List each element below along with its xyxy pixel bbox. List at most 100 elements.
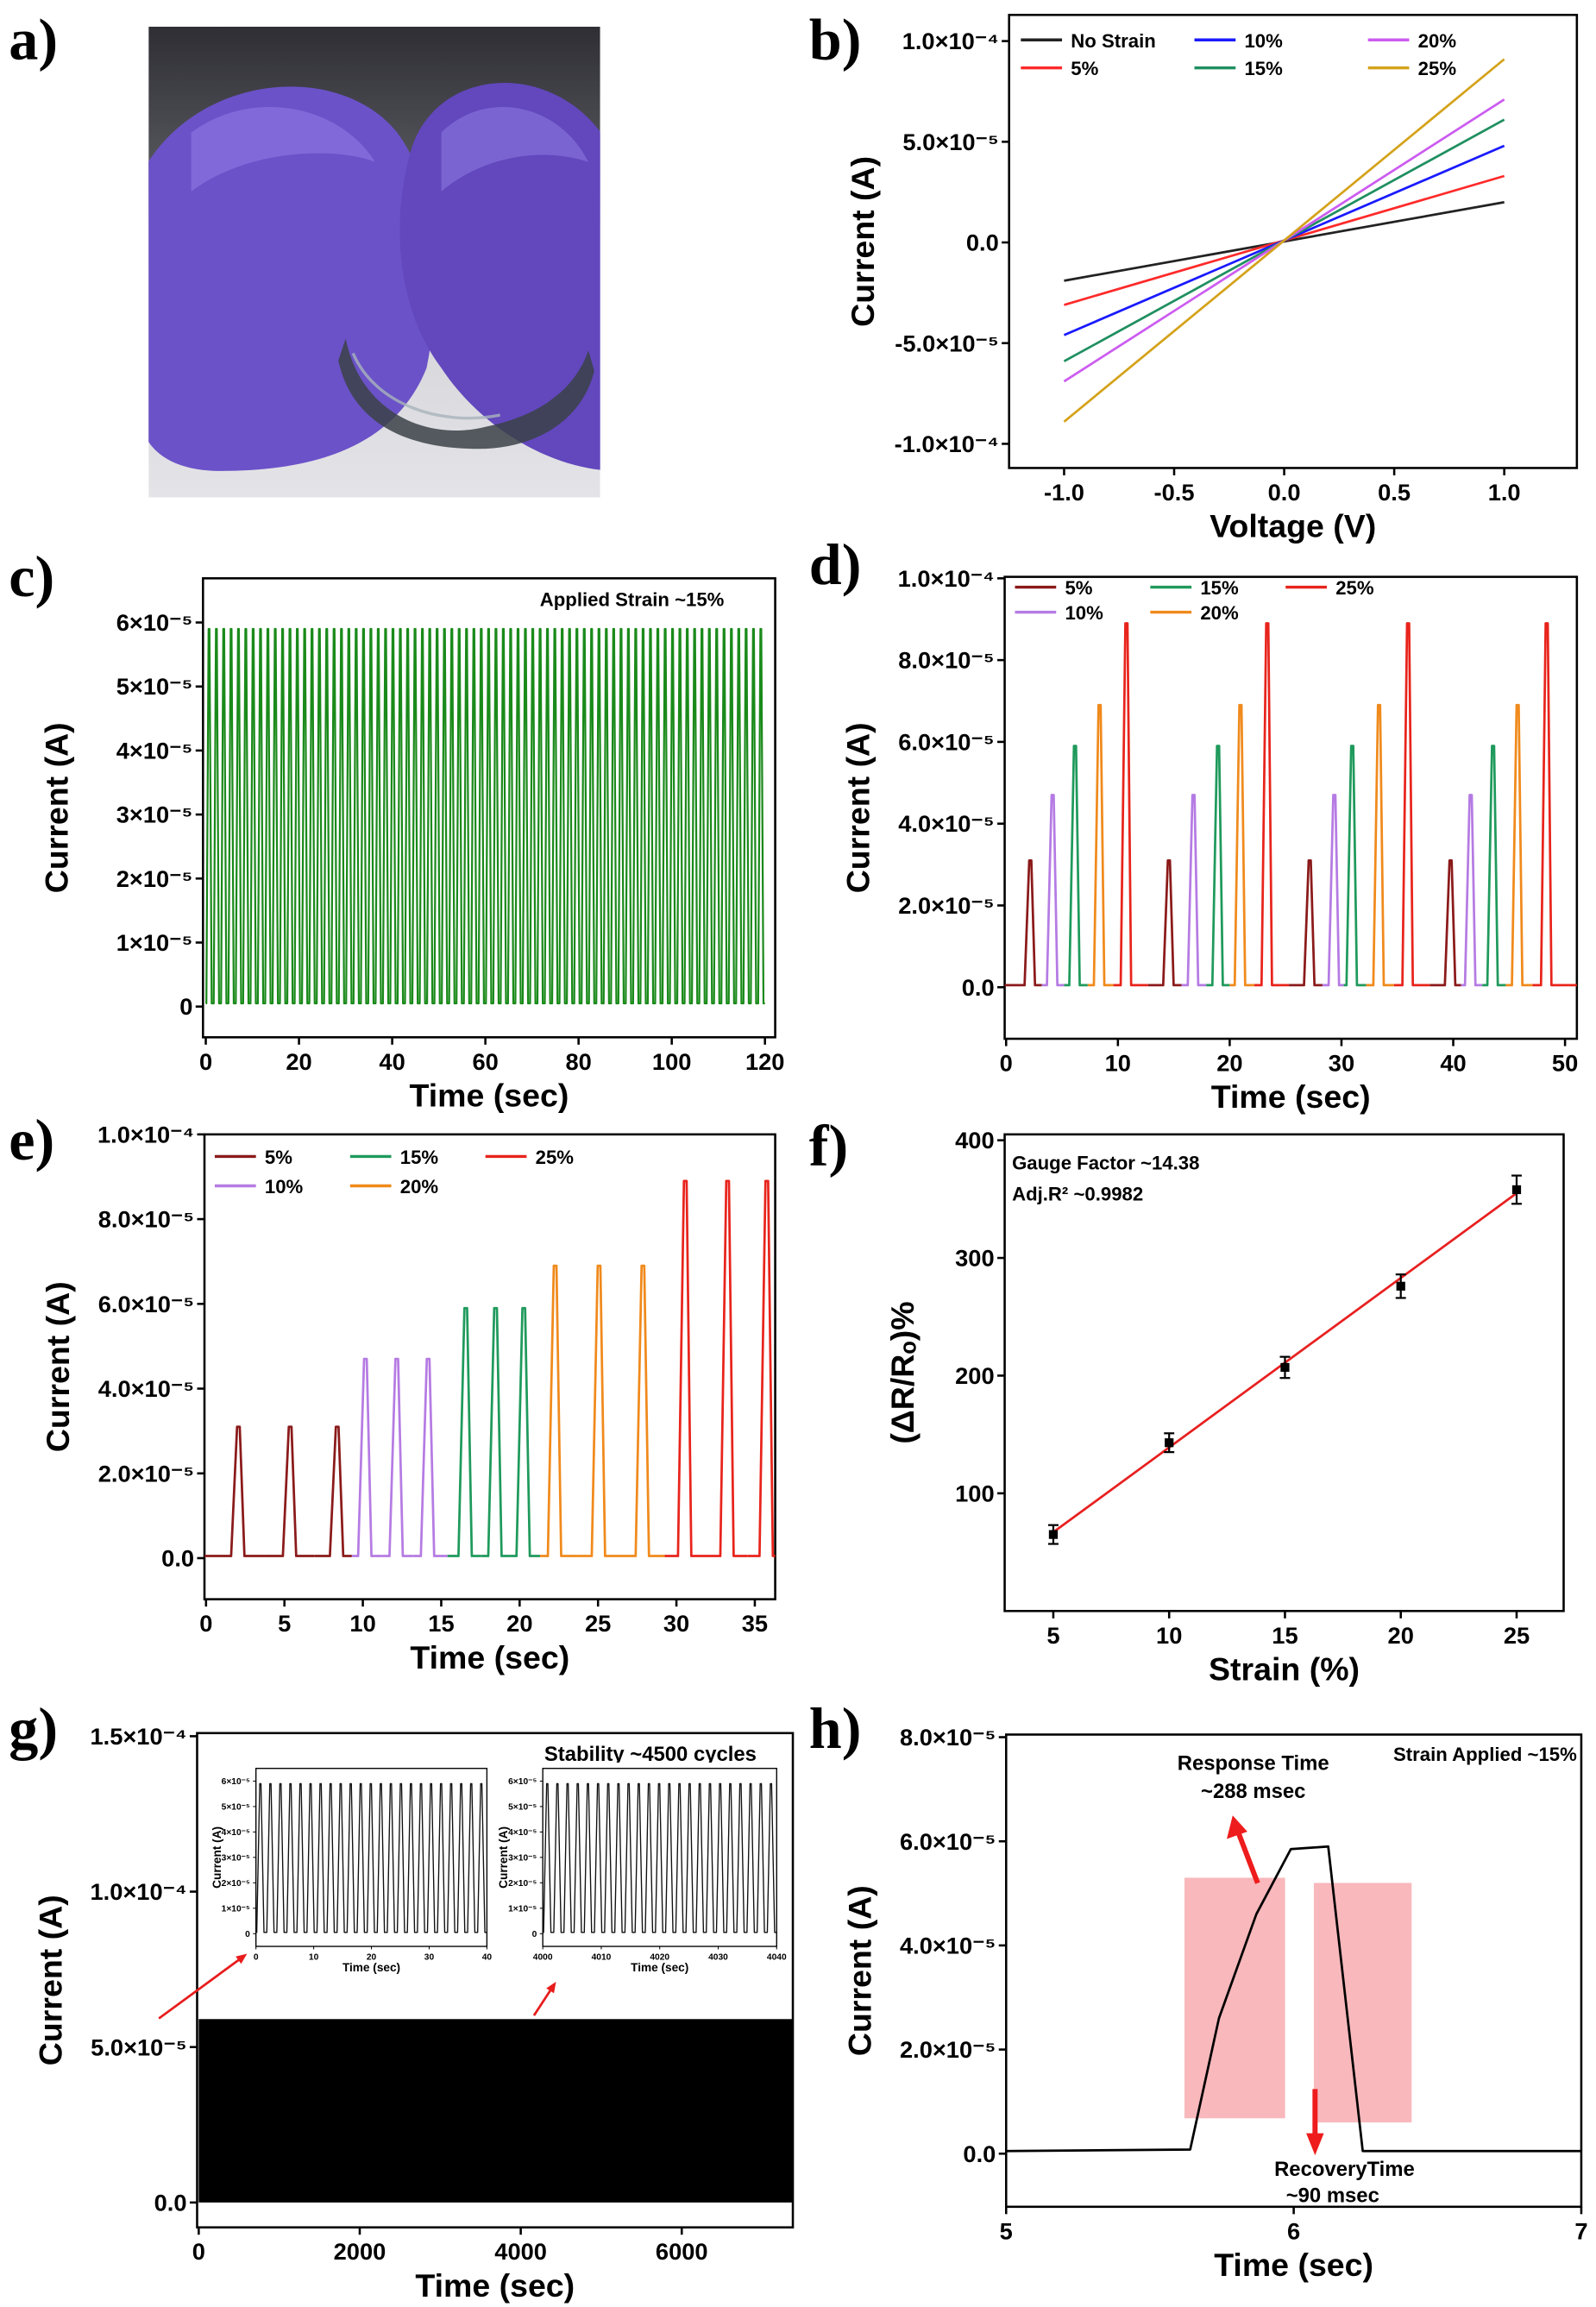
x-axis-label: Time (sec) bbox=[1211, 1078, 1371, 1115]
legend-item: 25% bbox=[1285, 577, 1374, 599]
annotation-adj-r2: Adj.R² ~0.9982 bbox=[1012, 1184, 1143, 1205]
y-tick-label: 6×10⁻⁵ bbox=[508, 1777, 537, 1787]
annotation-response-title: Response Time bbox=[1178, 1751, 1329, 1775]
y-axis-label: Current (A) bbox=[841, 1885, 877, 2056]
pulse-10% bbox=[1461, 794, 1483, 987]
arrow-to-inset-2-icon bbox=[532, 1981, 556, 2016]
y-tick-label: 6.0×10⁻⁵ bbox=[98, 1291, 194, 1317]
y-tick-label: 0 bbox=[179, 993, 192, 1020]
chart-e: 0 5 10 15 20 25 30 35 1.0×10⁻⁴ 8.0×10⁻⁵ 6.0×10⁻⁵ 4.… bbox=[40, 1121, 776, 1675]
x-axis-label: Time (sec) bbox=[342, 1961, 400, 1974]
bent-film-sample bbox=[338, 338, 594, 449]
panel-label-e: e) bbox=[9, 1107, 54, 1172]
legend-item: No Strain bbox=[1021, 30, 1156, 52]
chart-c: 0 20 40 60 80 100 120 6×10⁻⁵ 5×10⁻⁵ 4×10⁻⁵ 3×10⁻⁵ 2… bbox=[38, 577, 785, 1113]
panel-labels: a) b) c) d) e) f) g) h) bbox=[9, 6, 861, 1760]
legend-label: 20% bbox=[1418, 30, 1457, 52]
pulse-15% bbox=[510, 1306, 540, 1557]
series-line bbox=[205, 627, 765, 1005]
pulse-25% bbox=[747, 1179, 776, 1557]
y-tick-label: 1.0×10⁻⁴ bbox=[898, 565, 995, 592]
y-tick-label: 2×10⁻⁵ bbox=[116, 865, 193, 892]
x-tick-label: 5 bbox=[1046, 1622, 1059, 1649]
point-marker bbox=[1511, 1185, 1522, 1195]
x-tick-label: 15 bbox=[1272, 1622, 1298, 1649]
y-tick-label: 0.0 bbox=[161, 1545, 194, 1572]
chart-d: 0 10 20 30 40 50 1.0×10⁻⁴ 8.0×10⁻⁵ 6.0×10⁻⁵ 4.0×1… bbox=[840, 565, 1579, 1115]
x-tick-label: 30 bbox=[663, 1610, 689, 1637]
x-tick-label: 10 bbox=[1105, 1050, 1131, 1077]
x-tick-label: -0.5 bbox=[1154, 479, 1195, 506]
data-point bbox=[1395, 1273, 1406, 1299]
right-glove-highlight bbox=[441, 106, 589, 192]
point-marker bbox=[1048, 1530, 1059, 1539]
x-tick-label: 0 bbox=[199, 1048, 212, 1075]
plot-frame bbox=[203, 1133, 776, 1600]
charts: -1.0 -0.5 0.0 0.5 1.0 1.0×10⁻⁴ 5.0×10⁻⁵ 0.0 -5.0… bbox=[33, 13, 1588, 2304]
x-tick-label: 120 bbox=[745, 1048, 785, 1075]
legend-label: 15% bbox=[1244, 58, 1283, 79]
plot-frame bbox=[202, 577, 776, 1039]
legend-label: 10% bbox=[1244, 30, 1283, 52]
y-tick-label: 4×10⁻⁵ bbox=[508, 1828, 537, 1838]
left-glove-highlight bbox=[191, 106, 375, 192]
x-tick-label: 7 bbox=[1574, 2217, 1587, 2244]
x-tick-label: 40 bbox=[482, 1952, 493, 1962]
pulse-20% bbox=[621, 1264, 665, 1557]
y-tick-label: 4×10⁻⁵ bbox=[116, 737, 193, 764]
y-axis-label: (ΔR/Rₒ)% bbox=[884, 1301, 921, 1443]
panel-label-b: b) bbox=[809, 6, 862, 72]
y-tick-label: 5×10⁻⁵ bbox=[508, 1803, 537, 1813]
x-tick-label: 10 bbox=[309, 1952, 319, 1962]
y-tick-label: 2.0×10⁻⁵ bbox=[900, 2036, 996, 2063]
inset-series-line bbox=[255, 1782, 487, 1933]
pulse-25% bbox=[1393, 622, 1430, 987]
y-tick-label: 3×10⁻⁵ bbox=[222, 1853, 250, 1863]
pulse-20% bbox=[577, 1264, 622, 1557]
x-tick-label: -1.0 bbox=[1044, 479, 1084, 506]
x-tick-label: 5 bbox=[1000, 2217, 1013, 2244]
data-point bbox=[1279, 1355, 1291, 1380]
x-tick-label: 0 bbox=[1000, 1050, 1013, 1077]
annotation-recovery-value: ~90 msec bbox=[1286, 2184, 1379, 2208]
legend-label: 15% bbox=[1200, 577, 1239, 599]
stability-signal-block bbox=[198, 2019, 794, 2203]
plot-frame bbox=[196, 1732, 795, 2228]
pulse-15% bbox=[1343, 745, 1367, 987]
y-axis-label: Current (A) bbox=[210, 1826, 223, 1889]
data-point bbox=[1047, 1524, 1059, 1545]
pulse-5% bbox=[1289, 858, 1323, 987]
y-tick-label: 2×10⁻⁵ bbox=[508, 1879, 537, 1889]
x-tick-label: 40 bbox=[1440, 1050, 1466, 1077]
pulse-20% bbox=[539, 1264, 578, 1557]
y-tick-label: 400 bbox=[955, 1127, 995, 1154]
x-tick-label: 4030 bbox=[708, 1952, 728, 1962]
point-marker bbox=[1280, 1362, 1290, 1373]
y-tick-label: 4.0×10⁻⁵ bbox=[898, 810, 994, 837]
chart-g: 0 2000 4000 60001.5×10⁻⁴1.0×10⁻⁴5.0×10⁻⁵0.0… bbox=[33, 1723, 795, 2304]
x-tick-label: 6000 bbox=[656, 2238, 708, 2265]
pulse-10% bbox=[1041, 794, 1065, 987]
series-line-25% bbox=[1063, 58, 1505, 423]
x-tick-label: 20 bbox=[1388, 1622, 1414, 1649]
legend-item: 20% bbox=[1150, 602, 1239, 624]
panel-label-g: g) bbox=[9, 1695, 58, 1761]
arrow-head bbox=[546, 1981, 556, 1994]
legend-item: 10% bbox=[214, 1176, 304, 1198]
x-axis-label: Time (sec) bbox=[415, 2267, 575, 2304]
x-tick-label: 40 bbox=[379, 1048, 405, 1075]
y-tick-label: 5×10⁻⁵ bbox=[222, 1803, 250, 1813]
arrow-to-inset-1-icon bbox=[158, 1953, 248, 2020]
y-tick-label: 2.0×10⁻⁵ bbox=[98, 1460, 194, 1487]
legend-item: 20% bbox=[349, 1176, 438, 1198]
legend-item: 5% bbox=[214, 1147, 292, 1168]
x-tick-label: 0.0 bbox=[1268, 479, 1301, 506]
point-marker bbox=[1165, 1438, 1174, 1448]
pulse-20% bbox=[1366, 703, 1394, 987]
gloved-hands-bending-film-photo bbox=[148, 26, 600, 498]
x-tick-label: 4000 bbox=[533, 1952, 553, 1962]
pulse-20% bbox=[1505, 703, 1533, 987]
pulse-10% bbox=[1181, 794, 1207, 987]
x-tick-label: 4000 bbox=[494, 2238, 547, 2265]
x-tick-label: 10 bbox=[1156, 1622, 1182, 1649]
